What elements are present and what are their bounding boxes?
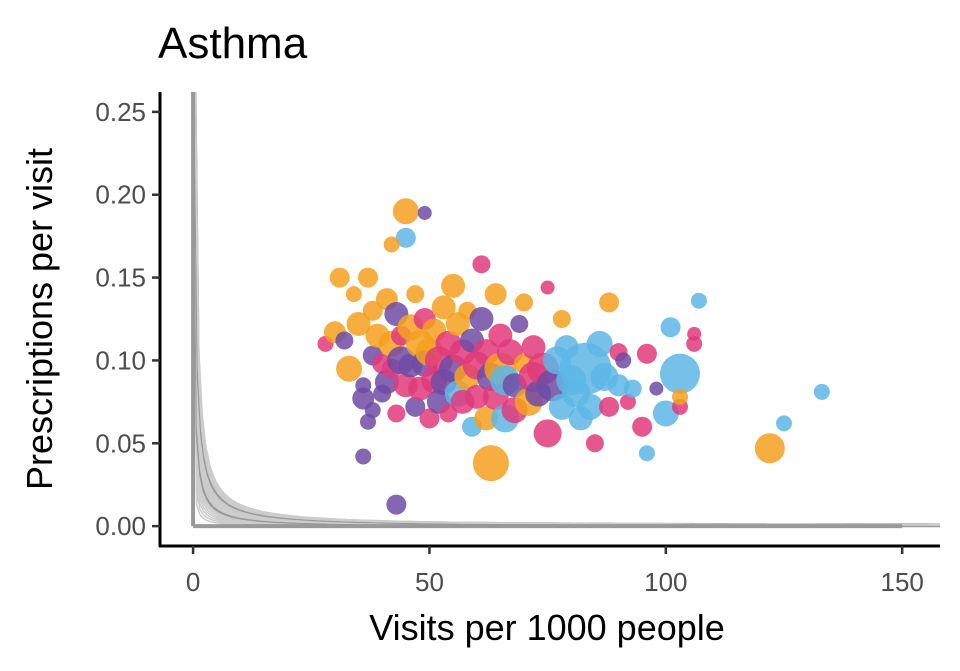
data-point — [690, 292, 707, 309]
data-point — [632, 416, 653, 437]
data-point — [649, 381, 664, 396]
minor-iso-curve — [194, 92, 940, 526]
reference-lines — [191, 92, 903, 529]
data-point — [345, 286, 362, 303]
y-tick-label: 0.05 — [95, 428, 146, 458]
data-point — [336, 355, 363, 382]
data-point — [638, 445, 655, 462]
data-point — [346, 311, 371, 336]
minor-iso-curve — [193, 92, 940, 527]
x-tick-label: 100 — [644, 567, 687, 597]
minor-iso-curve — [193, 92, 940, 527]
y-tick-label: 0.20 — [95, 180, 146, 210]
data-point — [386, 494, 407, 515]
data-point — [417, 205, 432, 220]
iso-curves — [192, 92, 940, 528]
data-point — [464, 384, 489, 409]
axes: 0.00 0.05 0.10 0.15 0.20 0.25 0 50 100 150 — [95, 92, 940, 597]
data-point — [776, 415, 792, 432]
data-point — [484, 283, 507, 306]
data-point — [686, 335, 703, 352]
data-point — [405, 396, 426, 417]
data-point — [636, 343, 657, 364]
minor-iso-curve — [193, 92, 940, 527]
x-tick-label: 150 — [880, 567, 923, 597]
data-point — [439, 404, 458, 423]
data-point — [510, 314, 529, 333]
x-axis-title: Visits per 1000 people — [369, 607, 725, 648]
data-point — [472, 255, 491, 274]
minor-iso-curve — [192, 92, 940, 527]
minor-iso-curve — [193, 92, 940, 527]
data-point — [469, 307, 494, 331]
data-points — [317, 198, 830, 515]
data-point — [419, 408, 440, 429]
minor-iso-curve — [192, 92, 940, 527]
data-point — [687, 326, 702, 341]
data-point — [813, 383, 830, 400]
minor-iso-curve — [193, 92, 940, 527]
y-axis-title: Prescriptions per visit — [19, 148, 60, 490]
data-point — [387, 404, 406, 423]
data-point — [552, 310, 571, 328]
y-tick-label: 0.10 — [95, 345, 146, 375]
minor-iso-curve — [194, 92, 940, 526]
data-point — [364, 402, 381, 419]
major-iso-curve — [193, 92, 940, 527]
chart-title: Asthma — [158, 19, 308, 68]
minor-iso-curve — [194, 92, 940, 526]
data-point — [615, 352, 632, 369]
minor-iso-curve — [193, 92, 940, 526]
data-point — [329, 267, 350, 288]
data-point — [660, 317, 681, 338]
minor-iso-curve — [194, 92, 940, 526]
data-point — [515, 293, 533, 312]
data-point — [441, 273, 466, 298]
data-point — [335, 331, 354, 350]
minor-iso-curve — [194, 92, 940, 526]
data-point — [577, 393, 604, 420]
minor-iso-curve — [193, 92, 940, 527]
data-point — [586, 330, 613, 357]
minor-iso-curve — [193, 92, 940, 526]
minor-iso-curve — [192, 92, 940, 527]
data-point — [358, 267, 378, 288]
data-point — [540, 280, 555, 295]
data-point — [754, 433, 785, 464]
data-point — [362, 300, 383, 321]
y-tick-label: 0.00 — [95, 511, 146, 541]
minor-iso-curve — [193, 92, 940, 527]
data-point — [623, 379, 642, 398]
data-point — [533, 419, 562, 448]
data-point — [472, 445, 509, 482]
data-point — [585, 434, 604, 453]
x-tick-label: 50 — [415, 567, 444, 597]
minor-iso-curve — [194, 92, 940, 526]
data-point — [474, 406, 499, 431]
y-tick-label: 0.25 — [95, 97, 146, 127]
data-point — [599, 292, 620, 313]
data-point — [620, 393, 636, 410]
minor-iso-curve — [192, 92, 940, 527]
data-point — [383, 236, 400, 253]
minor-iso-curve — [194, 92, 940, 526]
data-point — [599, 396, 620, 417]
data-point — [660, 353, 700, 394]
data-point — [395, 227, 416, 248]
x-tick-label: 0 — [186, 567, 200, 597]
major-iso-curve — [192, 92, 940, 528]
data-point — [406, 285, 425, 304]
data-point — [672, 388, 688, 405]
y-tick-label: 0.15 — [95, 263, 146, 293]
data-point — [392, 198, 419, 225]
minor-iso-curve — [193, 92, 940, 527]
data-point — [355, 448, 372, 465]
minor-iso-curve — [192, 92, 940, 527]
data-point — [431, 295, 456, 320]
